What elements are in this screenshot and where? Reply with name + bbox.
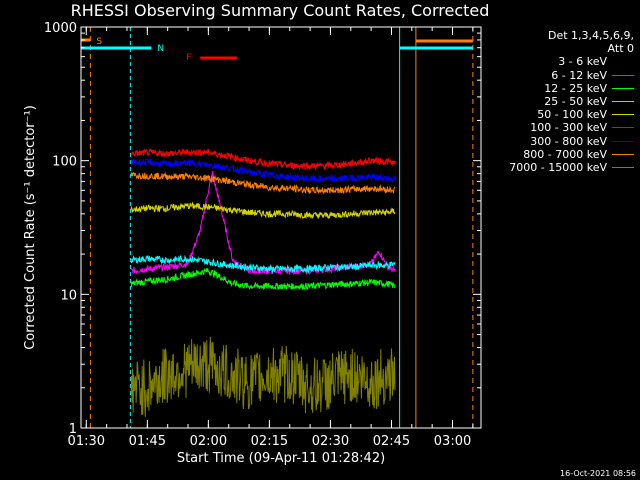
legend-label: 7000 - 15000 keV	[509, 160, 607, 174]
series-line	[130, 254, 396, 274]
legend-swatch	[612, 127, 634, 129]
legend: Det 1,3,4,5,6,9, Att 0 3 - 6 keV 6 - 12 k…	[474, 29, 634, 174]
legend-entry: 3 - 6 keV	[474, 55, 634, 68]
legend-label: 50 - 100 keV	[537, 108, 607, 122]
series-line	[130, 201, 396, 220]
legend-swatch	[612, 74, 634, 76]
legend-swatch	[612, 114, 634, 116]
y-axis-label: Corrected Count Rate (s⁻¹ detector⁻¹)	[23, 105, 38, 350]
y-tick-label: 10	[60, 288, 77, 303]
legend-swatch	[612, 87, 634, 89]
series-line	[130, 267, 396, 291]
legend-entry: 800 - 7000 keV	[474, 148, 634, 161]
event-flag-label: F	[186, 53, 191, 63]
legend-entry: 12 - 25 keV	[474, 82, 634, 95]
legend-label: 800 - 7000 keV	[523, 147, 607, 161]
y-tick-label: 1000	[44, 21, 77, 36]
legend-swatch	[612, 101, 634, 103]
legend-label: 100 - 300 keV	[530, 121, 607, 135]
series-line	[130, 158, 396, 183]
x-axis-label: Start Time (09-Apr-11 01:28:42)	[177, 451, 385, 466]
x-tick-label: 02:30	[312, 434, 349, 449]
generated-timestamp: 16-Oct-2021 08:56	[560, 469, 636, 478]
legend-swatch	[612, 153, 634, 155]
chart-title: RHESSI Observing Summary Count Rates, Co…	[70, 1, 490, 20]
plot-frame	[80, 26, 482, 429]
legend-attenuator: Att 0	[607, 42, 634, 56]
x-tick-label: 03:00	[434, 434, 471, 449]
legend-entry: 25 - 50 keV	[474, 95, 634, 108]
legend-label: 12 - 25 keV	[544, 81, 607, 95]
legend-label: 300 - 800 keV	[530, 134, 607, 148]
legend-entry: 100 - 300 keV	[474, 121, 634, 134]
legend-entry: 7000 - 15000 keV	[474, 161, 634, 174]
series-line	[130, 171, 396, 276]
series-line	[130, 172, 396, 325]
series-line	[130, 148, 396, 171]
x-tick-label: 02:00	[190, 434, 227, 449]
legend-swatch	[612, 167, 634, 168]
series-line	[130, 171, 396, 195]
legend-label: 6 - 12 keV	[551, 68, 607, 82]
legend-swatch	[612, 61, 634, 63]
legend-entry: 50 - 100 keV	[474, 108, 634, 121]
x-tick-label: 01:30	[68, 434, 105, 449]
legend-detectors: Det 1,3,4,5,6,9,	[547, 29, 634, 42]
series-line	[130, 336, 396, 417]
legend-label: 3 - 6 keV	[558, 55, 607, 69]
x-tick-label: 01:45	[129, 434, 166, 449]
y-tick-label: 100	[52, 155, 77, 170]
event-flag-label: S	[96, 37, 102, 47]
y-tick-label: 1	[69, 422, 77, 437]
legend-entry: 6 - 12 keV	[474, 69, 634, 82]
legend-swatch	[612, 140, 634, 142]
x-tick-label: 02:45	[373, 434, 410, 449]
legend-label: 25 - 50 keV	[544, 94, 607, 108]
x-tick-label: 02:15	[251, 434, 288, 449]
legend-entry: 300 - 800 keV	[474, 135, 634, 148]
event-flag-label: N	[157, 44, 164, 54]
